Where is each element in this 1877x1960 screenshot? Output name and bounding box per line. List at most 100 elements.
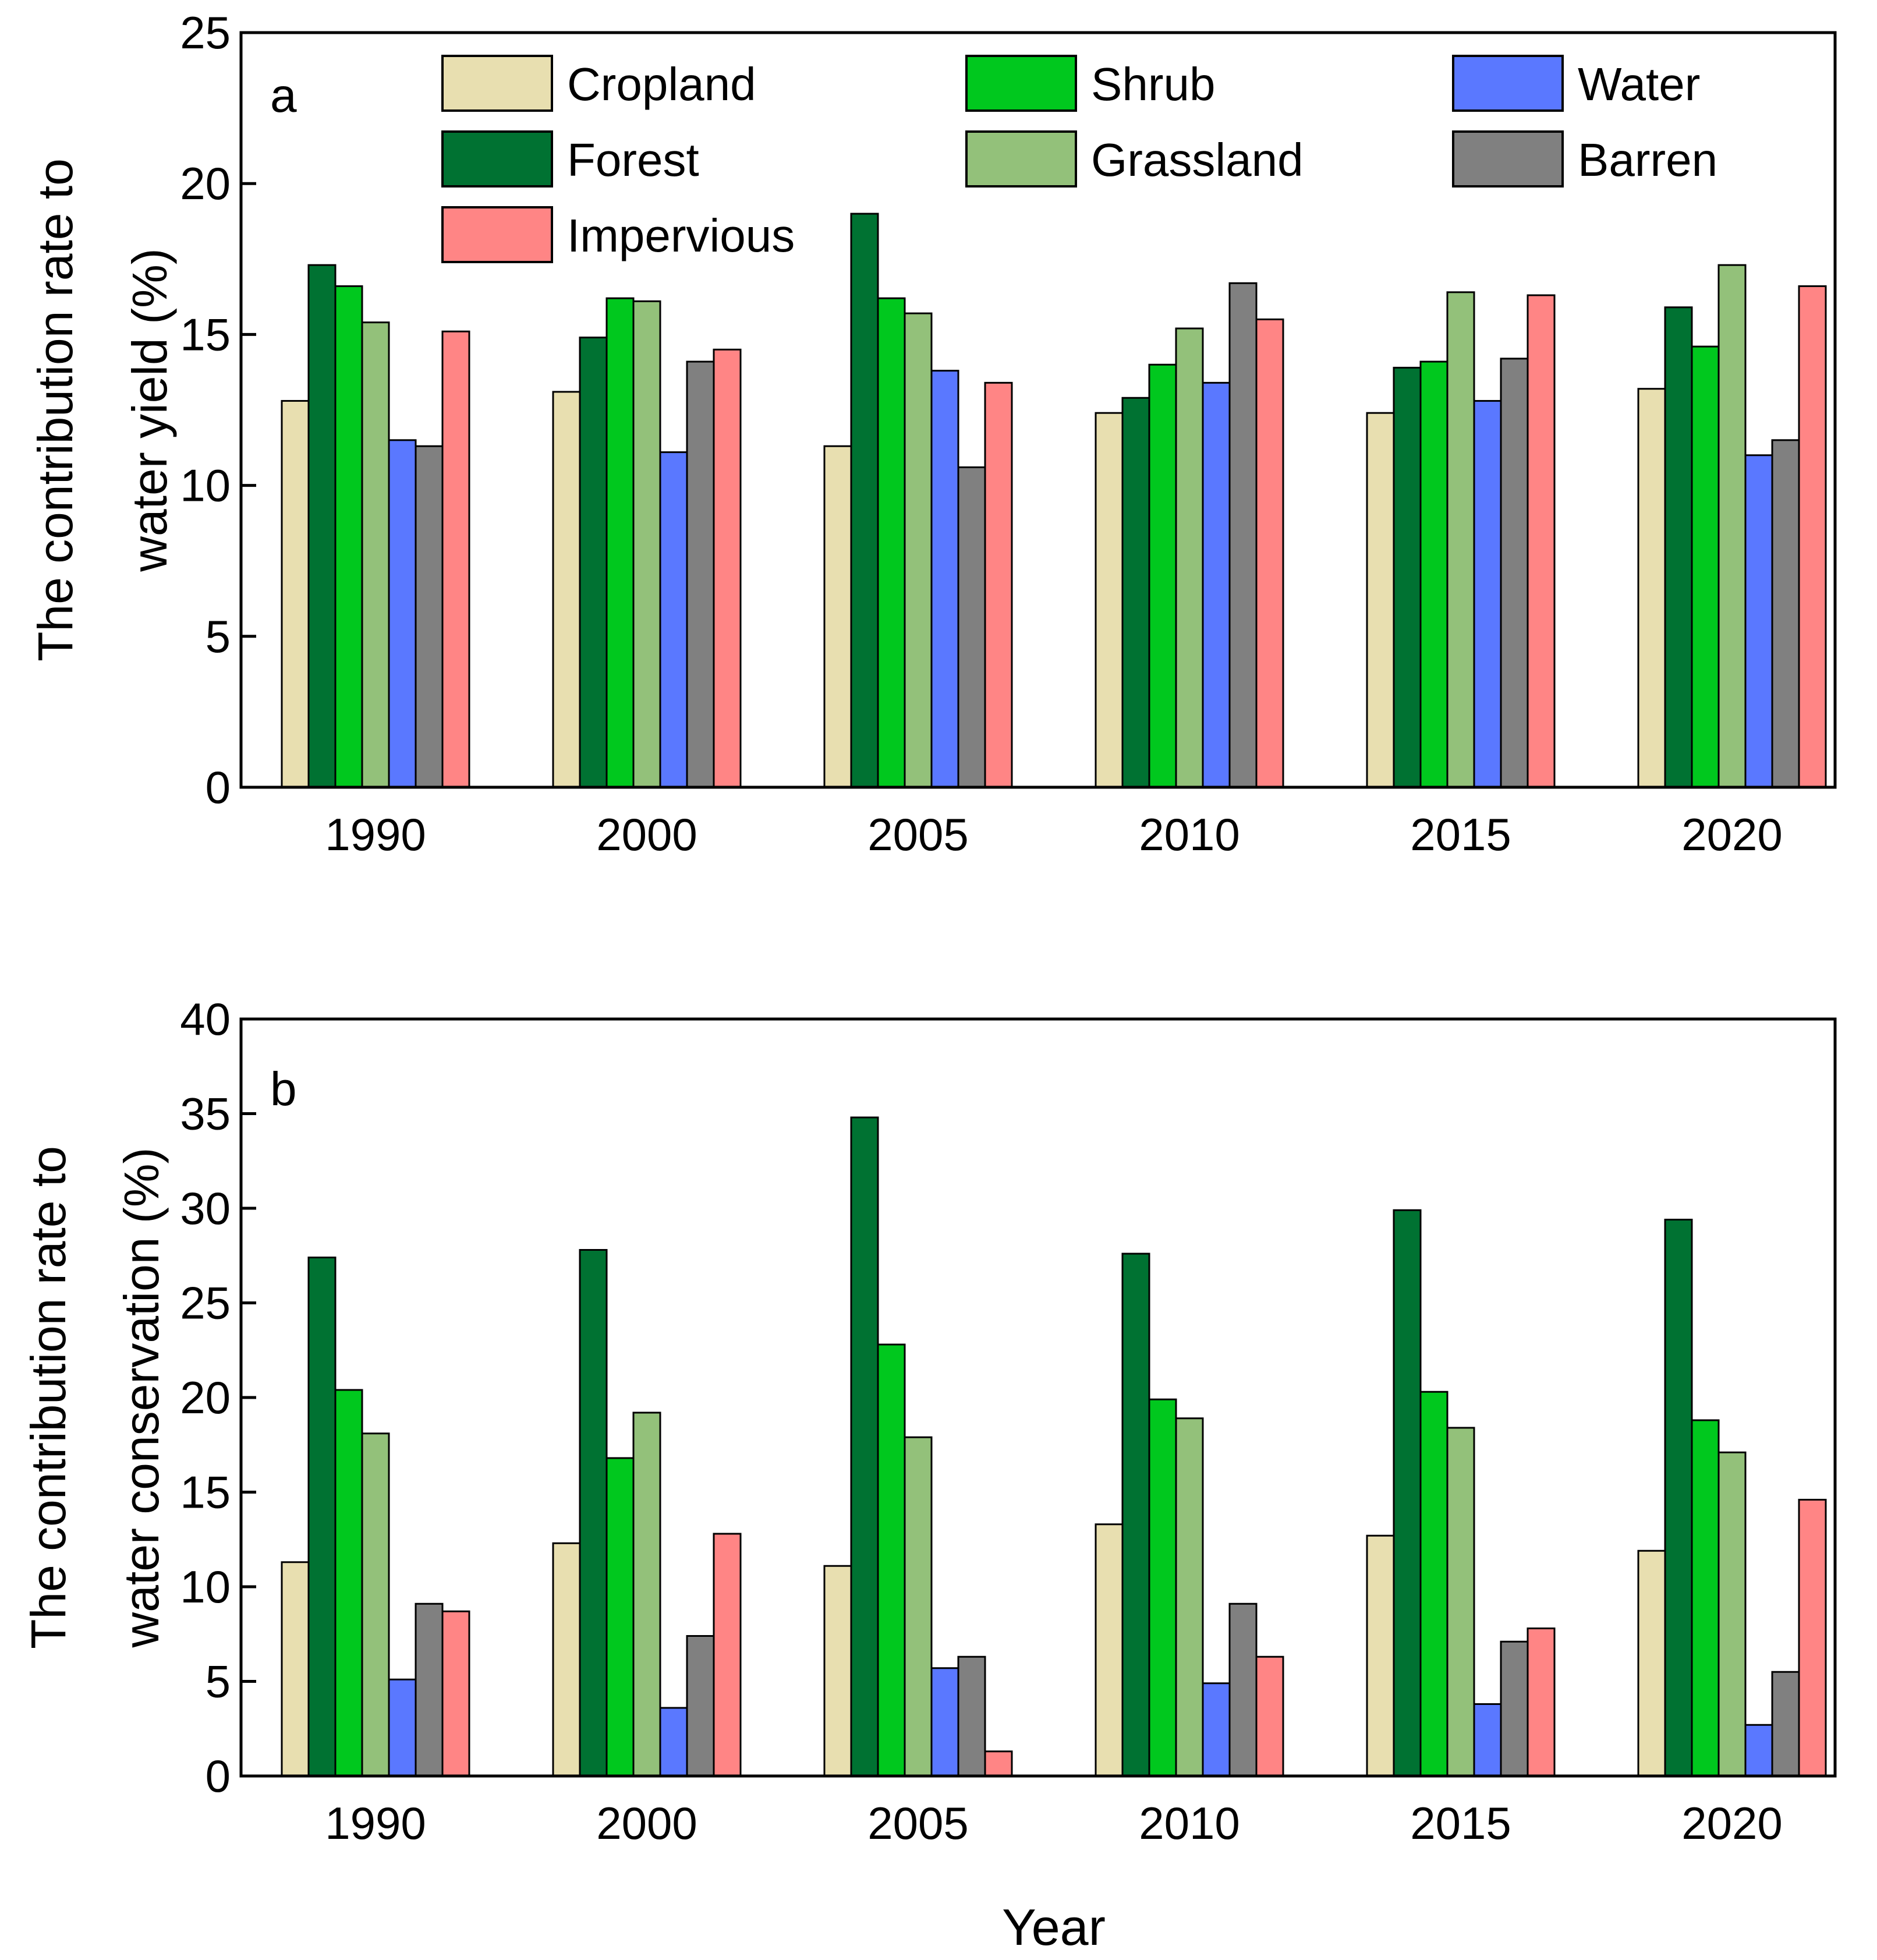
bar-impervious-2010 <box>1255 1655 1284 1777</box>
legend-swatch-shrub <box>965 55 1077 112</box>
bar-barren-2020 <box>1771 439 1800 788</box>
panel-b-y-axis: 0 5 10 15 20 25 30 35 40 <box>180 993 256 1802</box>
x-tick-label: 2005 <box>867 1798 969 1849</box>
legend-label-impervious: Impervious <box>567 210 795 261</box>
bar-barren-2010 <box>1228 282 1258 788</box>
bar-water-1990 <box>388 1678 417 1777</box>
bar-shrub-2000 <box>605 297 635 788</box>
bar-forest-2010 <box>1121 397 1150 788</box>
bar-cropland-2020 <box>1637 388 1666 788</box>
legend-swatch-cropland <box>441 55 553 112</box>
y-tick-label: 15 <box>180 309 231 360</box>
bar-impervious-2005 <box>984 1750 1013 1777</box>
x-axis-title: Year <box>1002 1898 1106 1956</box>
bar-water-1990 <box>388 439 417 788</box>
panel-a-y-axis-title: The contribution rate to water yield (%) <box>28 158 177 661</box>
bar-barren-2015 <box>1500 1640 1529 1777</box>
x-tick-label: 2020 <box>1681 809 1783 860</box>
panel-b-x-axis: 1990 2000 2005 2010 2015 2020 <box>325 1798 1783 1849</box>
bar-grassland-2010 <box>1175 1417 1204 1777</box>
bar-forest-2005 <box>850 1116 879 1777</box>
y-tick-label: 20 <box>180 1372 231 1423</box>
bar-barren-2015 <box>1500 358 1529 788</box>
bar-water-2000 <box>659 1707 688 1777</box>
bar-grassland-2015 <box>1446 1427 1475 1777</box>
y-tick-label: 0 <box>206 1750 231 1802</box>
x-tick-label: 2010 <box>1139 809 1240 860</box>
bar-impervious-2010 <box>1255 318 1284 788</box>
bar-grassland-2015 <box>1446 291 1475 788</box>
bar-impervious-1990 <box>441 330 470 788</box>
bar-forest-2020 <box>1664 306 1693 788</box>
bar-barren-2005 <box>957 466 986 788</box>
legend-label-barren: Barren <box>1578 134 1717 186</box>
bar-forest-2015 <box>1393 1209 1422 1777</box>
bar-shrub-2020 <box>1691 1419 1720 1777</box>
bar-shrub-2015 <box>1419 360 1449 788</box>
bar-cropland-2005 <box>823 1565 852 1777</box>
bar-barren-2020 <box>1771 1671 1800 1777</box>
bar-grassland-2010 <box>1175 327 1204 788</box>
y-tick-label: 15 <box>180 1467 231 1518</box>
bar-grassland-2020 <box>1717 264 1747 788</box>
y-tick-label: 5 <box>206 1656 231 1707</box>
y-tick-label: 20 <box>180 158 231 209</box>
bar-water-2020 <box>1744 454 1773 788</box>
bar-impervious-2015 <box>1527 1628 1556 1777</box>
x-tick-label: 2015 <box>1410 1798 1511 1849</box>
x-tick-label: 1990 <box>325 809 426 860</box>
panel-a-plot-frame <box>239 31 1837 789</box>
bar-shrub-2000 <box>605 1457 635 1777</box>
bar-barren-2005 <box>957 1655 986 1777</box>
legend-swatch-grassland <box>965 130 1077 187</box>
bar-cropland-2005 <box>823 445 852 788</box>
x-tick-label: 2000 <box>596 1798 697 1849</box>
x-tick-label: 2020 <box>1681 1798 1783 1849</box>
panel-b-y-axis-title-line2: water conservation (%) <box>114 1148 169 1648</box>
y-tick-label: 25 <box>180 1278 231 1329</box>
bar-cropland-2000 <box>552 1542 581 1777</box>
bar-forest-1990 <box>307 264 337 788</box>
x-tick-label: 2000 <box>596 809 697 860</box>
bar-impervious-2020 <box>1798 285 1827 788</box>
bar-forest-2010 <box>1121 1253 1150 1777</box>
y-tick-label: 10 <box>180 460 231 511</box>
panel-a-letter: a <box>270 69 297 122</box>
bar-grassland-1990 <box>361 1432 390 1777</box>
panel-a-x-axis: 1990 2000 2005 2010 2015 2020 <box>325 809 1783 860</box>
panel-a-y-axis: 0 5 10 15 20 25 <box>180 7 256 813</box>
panel-b-plot-frame <box>239 1017 1837 1778</box>
legend-label-water: Water <box>1578 58 1700 110</box>
legend-swatch-water <box>1452 55 1564 112</box>
panel-b-letter: b <box>270 1063 297 1116</box>
bar-forest-2015 <box>1393 366 1422 788</box>
x-tick-label: 2005 <box>867 809 969 860</box>
bar-grassland-2000 <box>632 1411 661 1777</box>
bar-water-2010 <box>1202 381 1231 788</box>
bar-barren-2010 <box>1228 1602 1258 1777</box>
bar-barren-2000 <box>686 1635 715 1777</box>
bar-cropland-1990 <box>281 399 310 788</box>
bar-shrub-2005 <box>877 297 906 788</box>
bar-grassland-2020 <box>1717 1451 1747 1777</box>
y-tick-label: 10 <box>180 1561 231 1612</box>
panel-a-y-axis-title-line2: water yield (%) <box>122 248 177 572</box>
bar-impervious-1990 <box>441 1610 470 1777</box>
legend-label-forest: Forest <box>567 134 699 186</box>
bar-impervious-2005 <box>984 381 1013 788</box>
bar-impervious-2020 <box>1798 1499 1827 1777</box>
bar-barren-1990 <box>415 445 444 788</box>
panel-a-water-yield-chart: 0 5 10 15 20 25 1990 2000 2005 2010 2015 2020 a Th… <box>28 7 1837 860</box>
y-tick-label: 5 <box>206 611 231 662</box>
y-tick-label: 35 <box>180 1088 231 1140</box>
bar-water-2020 <box>1744 1724 1773 1777</box>
x-tick-label: 1990 <box>325 1798 426 1849</box>
legend-label-cropland: Cropland <box>567 58 756 110</box>
bar-cropland-2000 <box>552 391 581 788</box>
x-tick-label: 2015 <box>1410 809 1511 860</box>
y-tick-label: 40 <box>180 993 231 1045</box>
legend-label-shrub: Shrub <box>1091 58 1215 110</box>
bar-grassland-2005 <box>904 1436 933 1777</box>
panel-b-water-conservation-chart: 0 5 10 15 20 25 30 35 40 1990 2000 2005 2010 2015 202… <box>21 993 1837 1849</box>
panel-a-bars <box>281 213 1827 788</box>
